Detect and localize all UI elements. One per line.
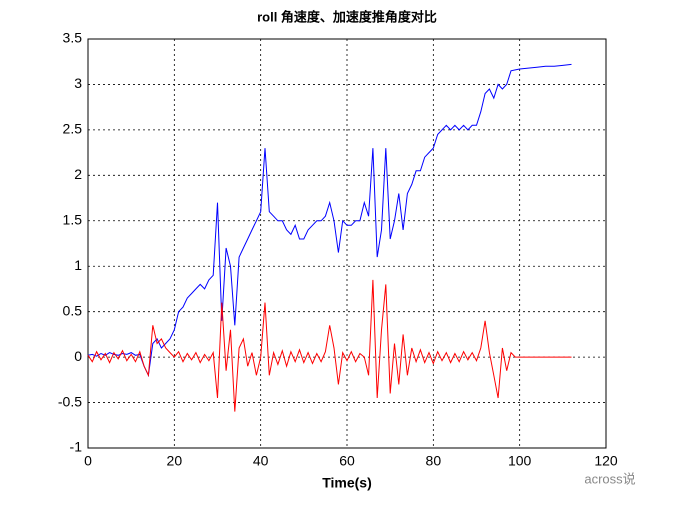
y-tick-label: 1 — [74, 257, 82, 273]
x-tick-label: 80 — [426, 453, 442, 469]
x-tick-label: 0 — [84, 453, 92, 469]
plot-frame — [87, 38, 607, 449]
x-tick-label: 120 — [594, 453, 618, 469]
x-tick-label: 60 — [339, 453, 355, 469]
y-tick-label: 0 — [74, 348, 82, 364]
x-tick-label: 40 — [253, 453, 269, 469]
y-tick-label: 3.5 — [63, 30, 83, 46]
y-tick-label: -0.5 — [58, 393, 82, 409]
data-line — [87, 279, 572, 412]
x-tick-label: 20 — [167, 453, 183, 469]
y-tick-label: -1 — [70, 439, 83, 455]
watermark: across说 — [584, 471, 635, 486]
y-tick-label: 0.5 — [63, 302, 83, 318]
chart-title: roll 角速度、加速度推角度对比 — [257, 9, 437, 24]
y-tick-label: 2 — [74, 166, 82, 182]
x-tick-label: 100 — [508, 453, 532, 469]
y-tick-label: 1.5 — [63, 211, 83, 227]
y-tick-label: 3 — [74, 75, 82, 91]
y-tick-label: 2.5 — [63, 121, 83, 137]
x-axis-label: Time(s) — [322, 475, 372, 491]
